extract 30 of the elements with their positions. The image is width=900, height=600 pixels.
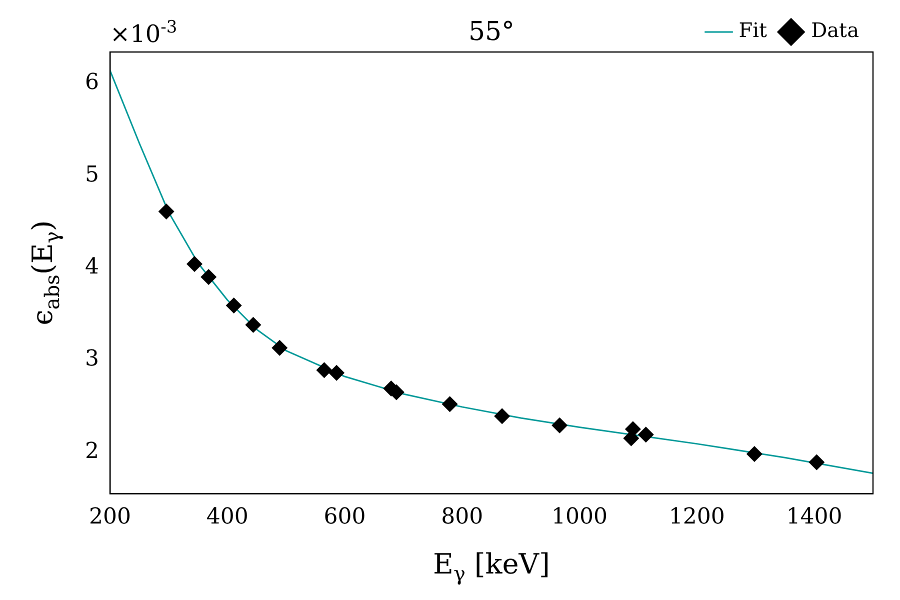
point xyxy=(746,446,762,462)
x-tick-label: 1000 xyxy=(552,504,608,530)
y-tick-label: 5 xyxy=(84,162,99,188)
y-axis-title: ϵabs(Eγ) xyxy=(26,220,64,326)
legend-label: Fit xyxy=(738,18,768,42)
point xyxy=(200,268,217,285)
point xyxy=(226,298,242,314)
y-tick-label: 3 xyxy=(84,346,99,372)
y-tick-label: 2 xyxy=(84,438,99,464)
point xyxy=(494,408,510,424)
x-tick-label: 1200 xyxy=(668,504,725,530)
point xyxy=(638,426,654,443)
point xyxy=(552,417,568,434)
x-tick-label: 400 xyxy=(206,504,248,530)
point xyxy=(316,362,332,378)
point xyxy=(186,256,203,272)
y-tick-label: 4 xyxy=(84,254,99,280)
point xyxy=(245,316,262,333)
legend-label: Data xyxy=(811,18,860,42)
point xyxy=(272,340,288,356)
chart-title: 55° xyxy=(468,17,515,47)
x-tick-label: 800 xyxy=(441,504,484,530)
x-tick-label: 600 xyxy=(324,504,366,530)
x-tick-label: 1400 xyxy=(786,504,842,530)
point xyxy=(442,396,458,412)
point xyxy=(158,203,174,220)
point xyxy=(328,364,345,381)
y-tick-label: 6 xyxy=(84,70,99,96)
point xyxy=(808,454,825,470)
x-tick-label: 200 xyxy=(88,504,131,530)
